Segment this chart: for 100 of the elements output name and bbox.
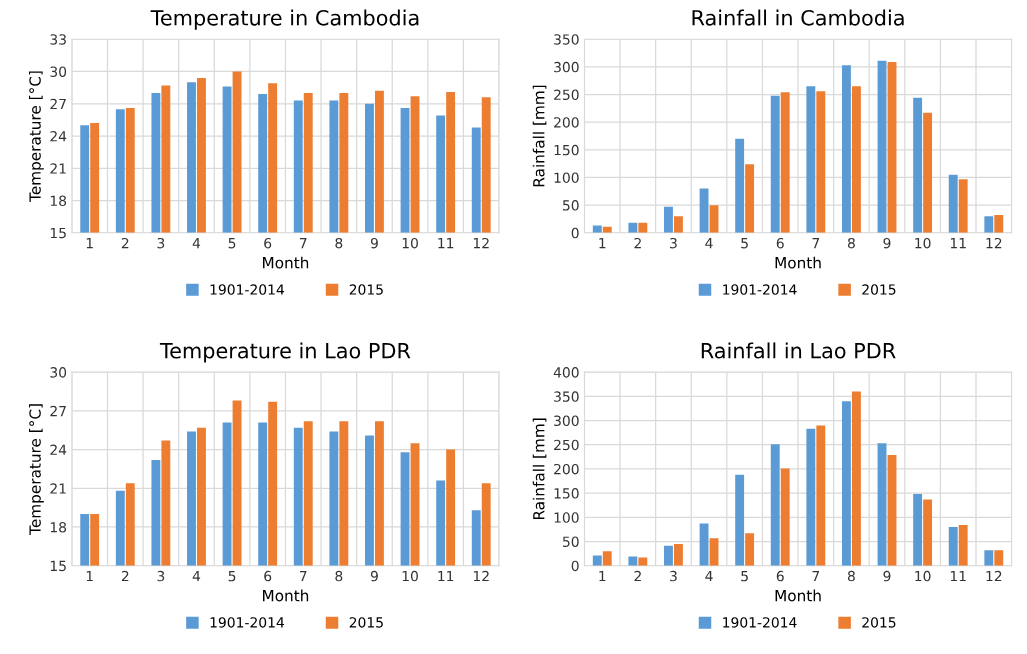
x-tick-label: 8 <box>335 570 343 582</box>
y-axis-title: Temperature [°C] <box>29 71 44 202</box>
bar <box>958 525 968 566</box>
legend-label: 2015 <box>862 284 896 295</box>
legend-label: 1901-2014 <box>210 617 285 628</box>
bar <box>984 550 994 566</box>
y-tick-label: 200 <box>554 117 579 128</box>
y-axis-title: Temperature [°C] <box>29 404 44 535</box>
y-tick-label: 150 <box>554 144 579 156</box>
bar <box>638 222 648 233</box>
x-tick-label: 1 <box>599 571 606 582</box>
x-tick-label: 4 <box>192 238 201 249</box>
y-tick-label: 33 <box>50 34 66 45</box>
x-tick-label: 12 <box>473 570 489 582</box>
x-tick-label: 3 <box>670 237 677 249</box>
bar <box>806 86 816 233</box>
x-tick-label: 5 <box>228 571 236 582</box>
y-tick-label: 15 <box>50 227 66 239</box>
x-axis-title: Month <box>775 256 821 269</box>
bar <box>923 499 933 566</box>
x-tick-label: 4 <box>192 571 201 582</box>
x-tick-label: 5 <box>741 571 748 582</box>
legend-label: 1901-2014 <box>723 284 797 295</box>
bar <box>745 164 755 233</box>
x-axis-title: Month <box>263 256 309 269</box>
y-tick-label: 0 <box>571 227 579 239</box>
x-tick-label: 11 <box>438 238 454 249</box>
x-tick-label: 10 <box>915 237 931 249</box>
x-tick-label: 2 <box>121 570 129 582</box>
y-tick-label: 24 <box>50 130 67 142</box>
y-tick-label: 300 <box>554 415 579 427</box>
x-tick-label: 12 <box>986 570 1002 582</box>
bar <box>948 527 958 566</box>
legend-label: 2015 <box>349 617 383 628</box>
bar <box>673 543 683 566</box>
x-tick-label: 11 <box>438 571 454 582</box>
y-tick-label: 21 <box>50 163 66 174</box>
x-tick-label: 8 <box>847 237 855 249</box>
x-tick-label: 4 <box>705 238 713 249</box>
bar <box>770 95 780 233</box>
bar <box>816 91 826 233</box>
y-tick-label: 100 <box>554 172 579 183</box>
y-tick-label: 50 <box>562 536 579 547</box>
chart-title: Rainfall in Lao PDR <box>701 342 896 359</box>
x-tick-label: 6 <box>264 570 272 582</box>
x-tick-label: 1 <box>86 238 93 249</box>
y-tick-label: 250 <box>554 89 579 101</box>
bar <box>841 401 851 566</box>
chart-title: Rainfall in Cambodia <box>692 9 904 26</box>
x-tick-label: 7 <box>299 571 307 582</box>
bar <box>851 86 861 233</box>
x-tick-label: 8 <box>335 237 343 249</box>
x-tick-label: 2 <box>634 237 641 249</box>
bar <box>735 474 745 566</box>
x-tick-label: 5 <box>228 238 236 249</box>
x-tick-label: 6 <box>776 237 784 249</box>
bar <box>923 112 933 233</box>
x-tick-label: 11 <box>950 571 966 582</box>
y-tick-label: 27 <box>50 98 66 110</box>
bar <box>602 551 612 566</box>
chart-title: Temperature in Lao PDR <box>159 342 411 363</box>
x-tick-label: 3 <box>157 570 165 582</box>
y-tick-label: 300 <box>554 61 579 73</box>
x-tick-label: 3 <box>670 570 677 582</box>
bar <box>592 555 602 566</box>
bar <box>699 188 709 233</box>
x-tick-label: 2 <box>121 237 129 249</box>
legend-label: 1901-2014 <box>723 617 797 628</box>
x-tick-label: 12 <box>986 237 1002 249</box>
y-tick-label: 100 <box>554 512 579 523</box>
x-axis-title: Month <box>775 589 821 602</box>
y-tick-label: 21 <box>50 483 66 494</box>
y-tick-label: 30 <box>50 66 67 77</box>
bar <box>735 138 745 233</box>
bar <box>780 92 790 233</box>
y-tick-label: 350 <box>554 34 579 45</box>
x-tick-label: 5 <box>741 238 748 249</box>
y-tick-label: 400 <box>553 367 579 378</box>
bar <box>770 444 780 566</box>
x-tick-label: 10 <box>915 570 931 582</box>
x-tick-label: 7 <box>299 238 307 249</box>
bar <box>984 216 994 233</box>
x-tick-label: 6 <box>264 237 272 249</box>
x-tick-label: 9 <box>883 237 891 249</box>
bar <box>806 428 816 566</box>
x-tick-label: 6 <box>776 570 784 582</box>
y-axis-title: Rainfall [mm] <box>532 85 547 187</box>
legend-label: 2015 <box>862 617 896 628</box>
y-tick-label: 15 <box>50 560 66 572</box>
bar <box>816 425 826 566</box>
x-tick-label: 9 <box>883 570 891 582</box>
y-tick-label: 200 <box>554 463 579 475</box>
bar <box>994 215 1004 233</box>
x-tick-label: 1 <box>599 238 606 249</box>
x-tick-label: 7 <box>812 571 820 582</box>
x-axis-title: Month <box>263 589 309 602</box>
x-tick-label: 3 <box>157 237 165 249</box>
bar <box>958 179 968 233</box>
bar <box>628 222 638 233</box>
x-tick-label: 11 <box>950 238 966 249</box>
